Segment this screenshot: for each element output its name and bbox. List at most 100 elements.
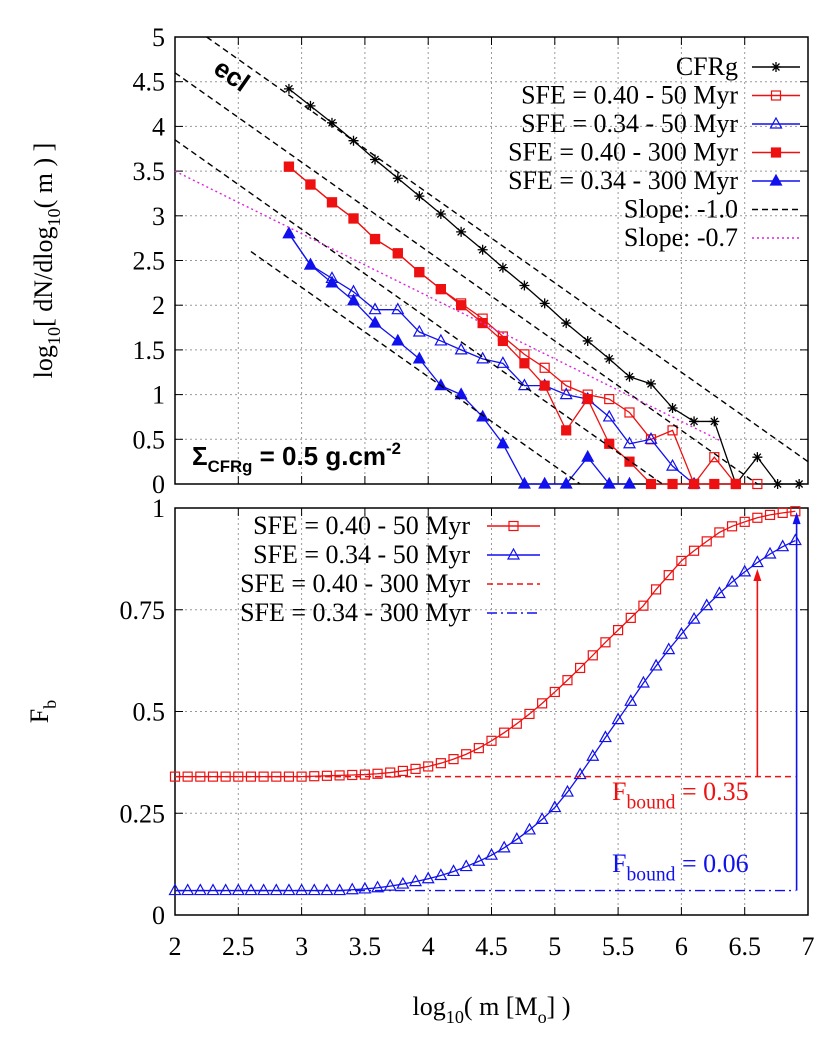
marker (303, 257, 317, 270)
marker (435, 284, 446, 295)
marker (539, 298, 550, 309)
marker (346, 293, 361, 306)
marker (435, 758, 446, 769)
y-tick-label: 3.5 (133, 157, 166, 186)
marker (244, 883, 258, 896)
marker (456, 300, 467, 311)
marker (368, 302, 382, 315)
marker (562, 675, 573, 686)
marker (622, 436, 637, 449)
plot-frame (174, 507, 809, 916)
marker (348, 213, 359, 224)
marker (496, 436, 510, 449)
marker (582, 393, 593, 405)
x-tick-label: 7 (802, 932, 815, 961)
marker (573, 767, 587, 780)
marker (348, 135, 359, 146)
x-tick-label: 4.5 (475, 932, 508, 961)
y-tick-label: 2 (152, 291, 165, 320)
marker (414, 267, 425, 278)
marker (326, 117, 337, 128)
marker (321, 770, 333, 781)
marker (456, 226, 467, 237)
legend-label: Slope: -0.7 (624, 223, 738, 252)
legend-label: CFRg (676, 52, 738, 81)
marker (586, 749, 600, 761)
marker (392, 173, 403, 184)
series-line (288, 166, 736, 485)
marker (326, 197, 338, 208)
x-tick-label: 2 (169, 932, 182, 961)
label-part: = 0.06 (675, 849, 748, 878)
label-part: o (538, 1007, 547, 1027)
marker (497, 335, 508, 347)
marker (397, 765, 408, 777)
y-tick-label: 5 (152, 23, 165, 52)
y-axis-label: Fb (25, 700, 60, 724)
marker (725, 574, 739, 587)
y-tick-label: 2.5 (133, 247, 166, 276)
marker (539, 362, 550, 373)
marker (511, 718, 522, 729)
legend-label: SFE = 0.34 - 50 Myr (253, 540, 470, 569)
panel (174, 36, 809, 490)
marker (392, 248, 403, 259)
marker (410, 763, 421, 774)
marker (522, 822, 536, 835)
marker (283, 771, 295, 782)
label-part: = 0.5 g.cm (252, 441, 386, 471)
marker (663, 570, 674, 581)
label-part: -2 (386, 439, 401, 458)
marker (612, 624, 624, 636)
marker (434, 333, 448, 346)
x-tick-label: 6.5 (728, 932, 761, 961)
marker (622, 476, 637, 489)
marker (794, 479, 805, 489)
plot-frame (174, 36, 809, 485)
label-part: ( m ) ] (29, 143, 58, 209)
marker (764, 509, 776, 521)
marker (712, 586, 726, 599)
marker (473, 743, 484, 754)
marker (537, 698, 548, 709)
marker (667, 425, 678, 436)
series (283, 161, 741, 490)
marker (575, 662, 586, 674)
marker (231, 883, 245, 896)
marker (370, 154, 381, 165)
label-part: ] ) (547, 992, 571, 1021)
marker (372, 768, 383, 779)
label-part: log (412, 992, 445, 1021)
marker (538, 476, 552, 489)
y-tick-label: 0.5 (133, 698, 166, 727)
legend-label: Slope: -1.0 (624, 195, 738, 224)
label-part: 10 (44, 327, 64, 345)
series-line (174, 170, 720, 441)
legend-label: SFE = 0.40 - 50 Myr (253, 511, 470, 540)
label-part: CFRg (208, 457, 253, 476)
marker (519, 358, 530, 369)
marker (667, 403, 678, 414)
series (283, 83, 805, 489)
x-tick-label: 3 (295, 932, 308, 961)
y-tick-label: 0.5 (133, 425, 166, 454)
marker (644, 432, 658, 444)
marker (510, 832, 524, 844)
marker (391, 302, 405, 315)
marker (714, 527, 725, 538)
legend-label: SFE = 0.40 - 300 Myr (508, 138, 738, 167)
marker (598, 730, 612, 743)
marker (770, 90, 782, 101)
marker (477, 244, 488, 255)
marker (447, 864, 461, 877)
legend-label: SFE = 0.40 - 50 Myr (521, 81, 738, 110)
marker (709, 478, 720, 490)
marker (539, 380, 550, 391)
marker (561, 425, 572, 436)
label-part: bound (626, 864, 675, 885)
marker (423, 761, 434, 772)
y-tick-label: 4 (152, 112, 165, 141)
marker (674, 626, 688, 639)
label-part: F (612, 777, 626, 806)
